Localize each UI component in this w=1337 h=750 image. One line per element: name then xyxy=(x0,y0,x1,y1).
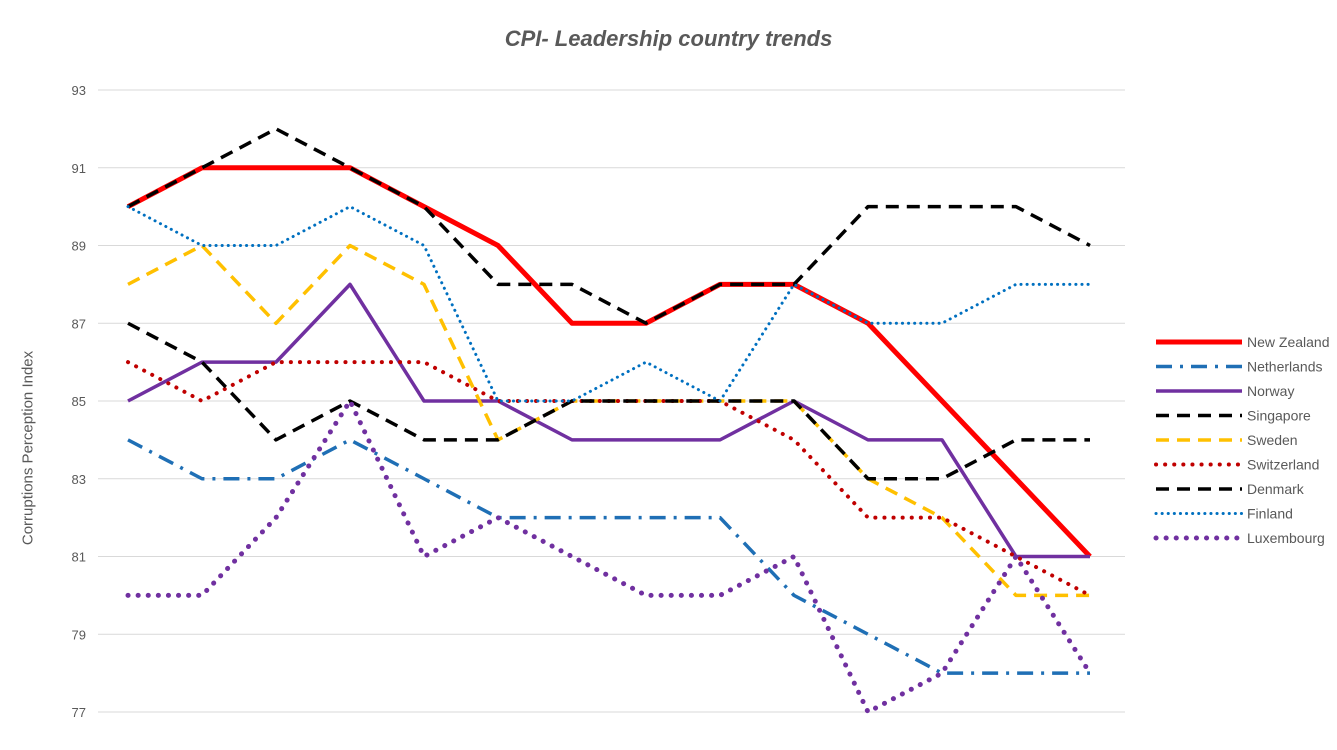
y-tick-label: 89 xyxy=(72,239,86,254)
series-line-netherlands xyxy=(127,438,1090,675)
series-line-finland xyxy=(126,205,1092,403)
legend-label-netherlands: Netherlands xyxy=(1247,359,1323,375)
legend-label-norway: Norway xyxy=(1247,383,1294,399)
legend-label-sweden: Sweden xyxy=(1247,432,1298,448)
series-line-new-zealand xyxy=(126,165,1092,559)
legend-label-luxembourg: Luxembourg xyxy=(1247,530,1325,546)
y-tick-label: 83 xyxy=(72,472,86,487)
y-tick-label: 93 xyxy=(72,83,86,98)
series-line-luxembourg xyxy=(125,398,1093,715)
series-line-norway xyxy=(127,282,1090,559)
series-line-denmark xyxy=(127,321,1090,481)
y-tick-label: 81 xyxy=(72,550,86,565)
legend-label-singapore: Singapore xyxy=(1247,408,1311,424)
legend-label-finland: Finland xyxy=(1247,506,1293,522)
series-line-singapore xyxy=(127,127,1091,325)
legend-label-switzerland: Switzerland xyxy=(1247,457,1319,473)
y-tick-label: 87 xyxy=(72,316,86,331)
legend-label-new-zealand: New Zealand xyxy=(1247,334,1330,350)
y-tick-label: 79 xyxy=(72,627,86,642)
y-tick-label: 77 xyxy=(72,705,86,720)
series-line-sweden xyxy=(127,243,1090,598)
y-tick-label: 91 xyxy=(72,161,86,176)
legend-label-denmark: Denmark xyxy=(1247,481,1305,497)
chart-title: CPI- Leadership country trends xyxy=(504,26,833,51)
y-tick-label: 85 xyxy=(72,394,86,409)
